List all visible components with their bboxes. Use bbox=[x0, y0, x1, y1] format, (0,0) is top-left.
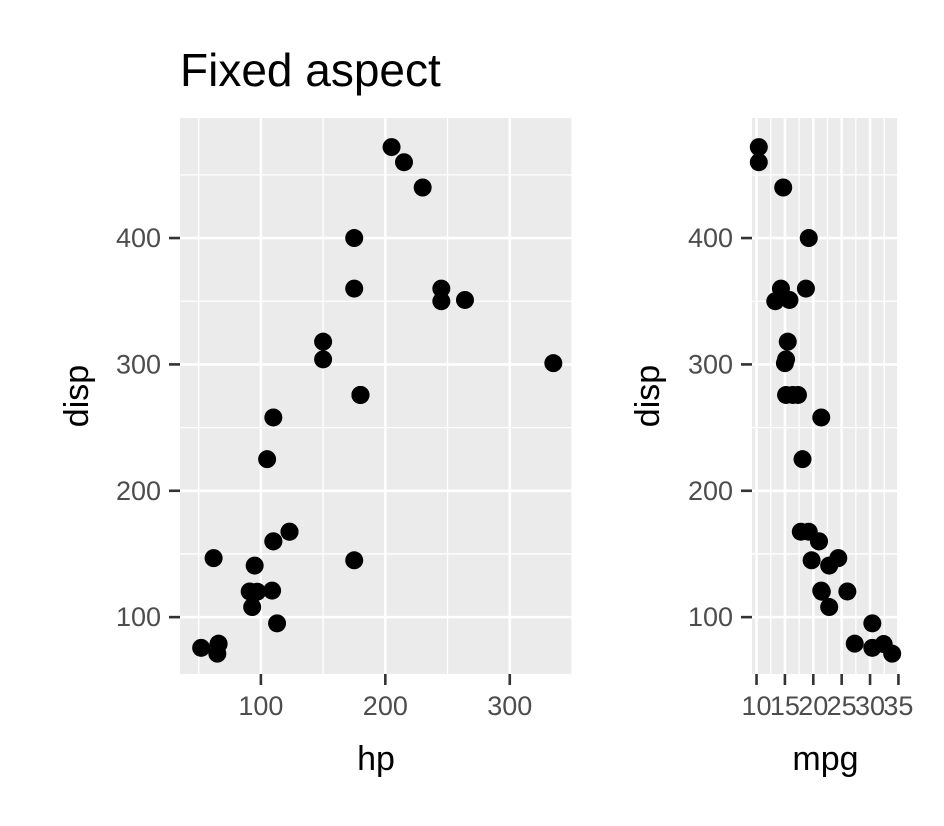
mpg-data-point bbox=[749, 138, 768, 157]
hp-x-tick-label: 200 bbox=[363, 691, 408, 721]
hp-data-point bbox=[280, 522, 299, 541]
mpg-x-tick-label: 15 bbox=[770, 691, 800, 721]
mpg-y-tick-label: 400 bbox=[688, 223, 733, 253]
hp-data-point bbox=[263, 581, 282, 600]
mpg-x-tick-label: 10 bbox=[742, 691, 772, 721]
mpg-data-point bbox=[863, 614, 882, 633]
mpg-data-point bbox=[863, 638, 882, 657]
hp-data-point bbox=[264, 532, 283, 551]
mpg-y-tick-label: 100 bbox=[688, 602, 733, 632]
hp-data-point bbox=[413, 178, 432, 197]
hp-data-point bbox=[314, 350, 333, 369]
hp-data-point bbox=[209, 634, 228, 653]
hp-data-point bbox=[258, 450, 277, 469]
hp-y-axis-title: disp bbox=[58, 365, 96, 427]
hp-y-tick-label: 200 bbox=[116, 476, 161, 506]
mpg-data-point bbox=[883, 644, 902, 663]
mpg-data-point bbox=[812, 408, 831, 427]
hp-data-point bbox=[351, 385, 370, 404]
mpg-data-point bbox=[820, 556, 839, 575]
mpg-data-point bbox=[774, 178, 793, 197]
mpg-data-point bbox=[791, 522, 810, 541]
mpg-data-point bbox=[802, 551, 821, 570]
mpg-data-point bbox=[838, 582, 857, 601]
mpg-y-axis-title: disp bbox=[629, 365, 667, 427]
hp-data-point bbox=[432, 292, 451, 311]
mpg-data-point bbox=[812, 581, 831, 600]
mpg-x-axis-title: mpg bbox=[792, 740, 858, 778]
mpg-x-tick-label: 35 bbox=[883, 691, 913, 721]
hp-data-point bbox=[544, 354, 563, 373]
mpg-panel-background bbox=[752, 118, 899, 674]
plot-title: Fixed aspect bbox=[180, 44, 441, 96]
mpg-data-point bbox=[777, 385, 796, 404]
mpg-data-point bbox=[749, 153, 768, 172]
hp-x-axis-title: hp bbox=[357, 740, 395, 778]
hp-y-tick-label: 100 bbox=[116, 602, 161, 632]
mpg-x-tick-label: 20 bbox=[798, 691, 828, 721]
mpg-data-point bbox=[845, 634, 864, 653]
hp-data-point bbox=[204, 549, 223, 568]
hp-data-point bbox=[240, 582, 259, 601]
hp-data-point bbox=[345, 279, 364, 298]
hp-panel: 100 200 300 400 100 200 300 hp disp bbox=[58, 118, 573, 778]
hp-data-point bbox=[395, 153, 413, 172]
mpg-x-tick-label: 25 bbox=[827, 691, 857, 721]
mpg-y-tick-label: 300 bbox=[688, 349, 733, 379]
hp-x-tick-label: 300 bbox=[487, 691, 532, 721]
hp-data-point bbox=[345, 551, 364, 570]
mpg-data-point bbox=[799, 229, 818, 248]
mpg-data-point bbox=[778, 332, 797, 351]
hp-data-point bbox=[192, 638, 211, 657]
mpg-data-point bbox=[775, 354, 794, 373]
hp-panel-background bbox=[180, 118, 572, 674]
hp-data-point bbox=[243, 598, 262, 617]
hp-data-point bbox=[268, 614, 287, 633]
hp-data-point bbox=[314, 332, 333, 351]
hp-y-tick-label: 400 bbox=[116, 223, 161, 253]
mpg-x-tick-label: 30 bbox=[855, 691, 885, 721]
mpg-y-tick-label: 200 bbox=[688, 476, 733, 506]
mpg-data-point bbox=[766, 292, 785, 311]
mpg-data-point bbox=[793, 450, 812, 469]
mpg-data-point bbox=[780, 290, 799, 309]
hp-y-tick-label: 300 bbox=[116, 349, 161, 379]
mpg-data-point bbox=[820, 598, 839, 617]
hp-x-tick-label: 100 bbox=[238, 691, 283, 721]
hp-data-point bbox=[245, 556, 264, 575]
hp-data-point bbox=[432, 279, 451, 298]
mpg-data-point bbox=[796, 279, 815, 298]
hp-data-point bbox=[382, 138, 401, 157]
hp-data-point bbox=[345, 229, 364, 248]
hp-data-point bbox=[264, 408, 283, 427]
hp-data-point bbox=[455, 290, 474, 309]
